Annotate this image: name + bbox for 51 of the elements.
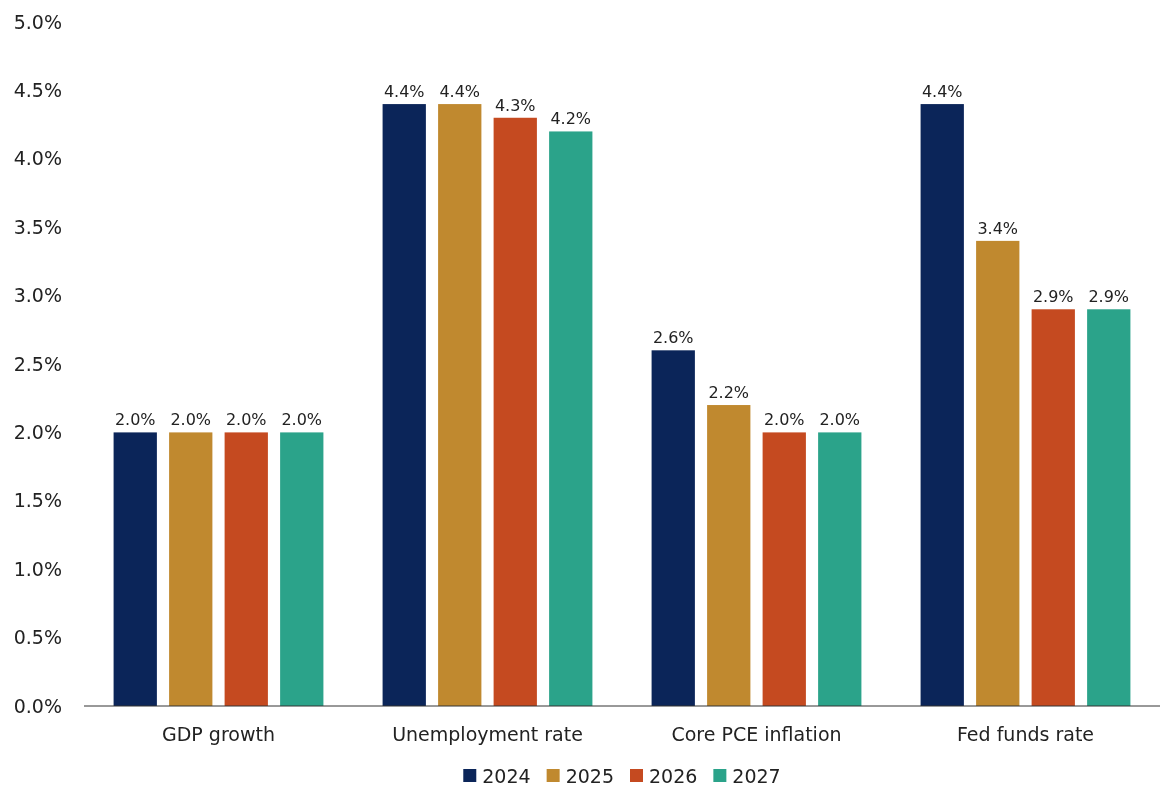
- legend-label: 2026: [649, 764, 698, 787]
- bar: [280, 432, 324, 706]
- data-label: 4.4%: [439, 82, 481, 102]
- data-label: 2.0%: [763, 410, 805, 430]
- bar: [651, 350, 695, 706]
- data-label: 2.0%: [114, 410, 156, 430]
- legend-label: 2024: [482, 764, 531, 787]
- y-tick-label: 1.0%: [13, 557, 62, 580]
- bar: [818, 432, 862, 706]
- data-label: 2.0%: [225, 410, 267, 430]
- y-tick-label: 2.5%: [13, 352, 62, 375]
- bar: [493, 117, 537, 706]
- bar: [169, 432, 213, 706]
- y-tick-label: 4.0%: [13, 147, 62, 170]
- legend-label: 2025: [565, 764, 614, 787]
- data-label: 4.2%: [550, 109, 592, 129]
- bar: [224, 432, 268, 706]
- x-tick-label: Unemployment rate: [392, 723, 583, 746]
- x-tick-label: GDP growth: [162, 723, 275, 746]
- bar: [1087, 309, 1131, 706]
- y-tick-label: 5.0%: [13, 10, 62, 33]
- x-tick-label: Fed funds rate: [956, 723, 1095, 746]
- data-label: 2.6%: [652, 328, 694, 348]
- bar: [707, 405, 751, 706]
- bar: [1031, 309, 1075, 706]
- y-tick-label: 0.5%: [13, 626, 62, 649]
- y-tick-label: 1.5%: [13, 489, 62, 512]
- x-tick-label: Core PCE inflation: [671, 723, 842, 746]
- data-label: 2.2%: [708, 383, 750, 403]
- data-label: 4.4%: [921, 82, 963, 102]
- bar: [549, 131, 593, 706]
- data-label: 2.0%: [819, 410, 861, 430]
- y-tick-label: 2.0%: [13, 420, 62, 443]
- bar: [382, 104, 426, 706]
- data-label: 2.9%: [1032, 287, 1074, 307]
- data-label: 2.9%: [1088, 287, 1130, 307]
- y-tick-label: 3.5%: [13, 215, 62, 238]
- bar: [976, 240, 1020, 706]
- legend-label: 2027: [732, 764, 781, 787]
- bar: [438, 104, 482, 706]
- data-label: 4.4%: [383, 82, 425, 102]
- y-tick-label: 4.5%: [13, 78, 62, 101]
- data-label: 4.3%: [494, 95, 536, 115]
- bar: [920, 104, 964, 706]
- bar: [113, 432, 157, 706]
- y-tick-label: 0.0%: [13, 694, 62, 717]
- y-tick-label: 3.0%: [13, 284, 62, 307]
- data-label: 2.0%: [170, 410, 212, 430]
- bar: [762, 432, 806, 706]
- data-label: 2.0%: [281, 410, 323, 430]
- data-label: 3.4%: [977, 218, 1019, 238]
